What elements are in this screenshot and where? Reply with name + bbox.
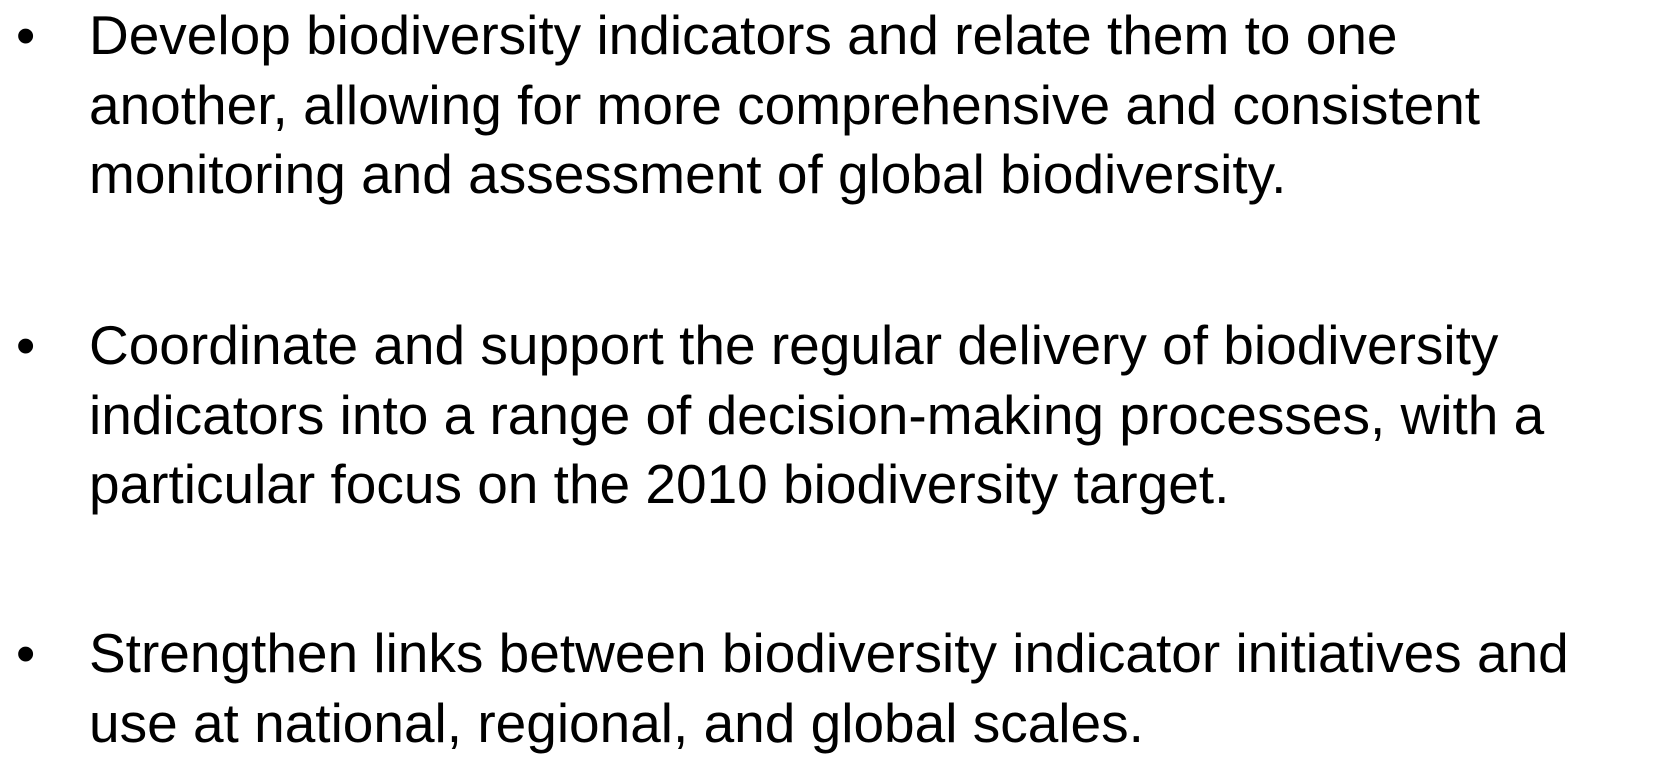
bullet-text: another, allowing for more comprehensive… [89,73,1481,136]
bullet-text: Coordinate and support the regular deliv… [89,314,1499,376]
bullet: • [16,622,36,684]
bullet-text: monitoring and assessment of global biod… [89,143,1287,205]
bullet-text: Strengthen links between biodiversity in… [89,622,1569,684]
bullet: • [16,4,36,66]
bullet-text: indicators into a range of decision-maki… [89,383,1545,446]
bullet-text: Develop biodiversity indicators and rela… [89,4,1398,66]
bullet: • [16,314,36,376]
bullet-text: use at national, regional, and global sc… [89,691,1144,754]
bullet-text: particular focus on the 2010 biodiversit… [89,453,1230,515]
